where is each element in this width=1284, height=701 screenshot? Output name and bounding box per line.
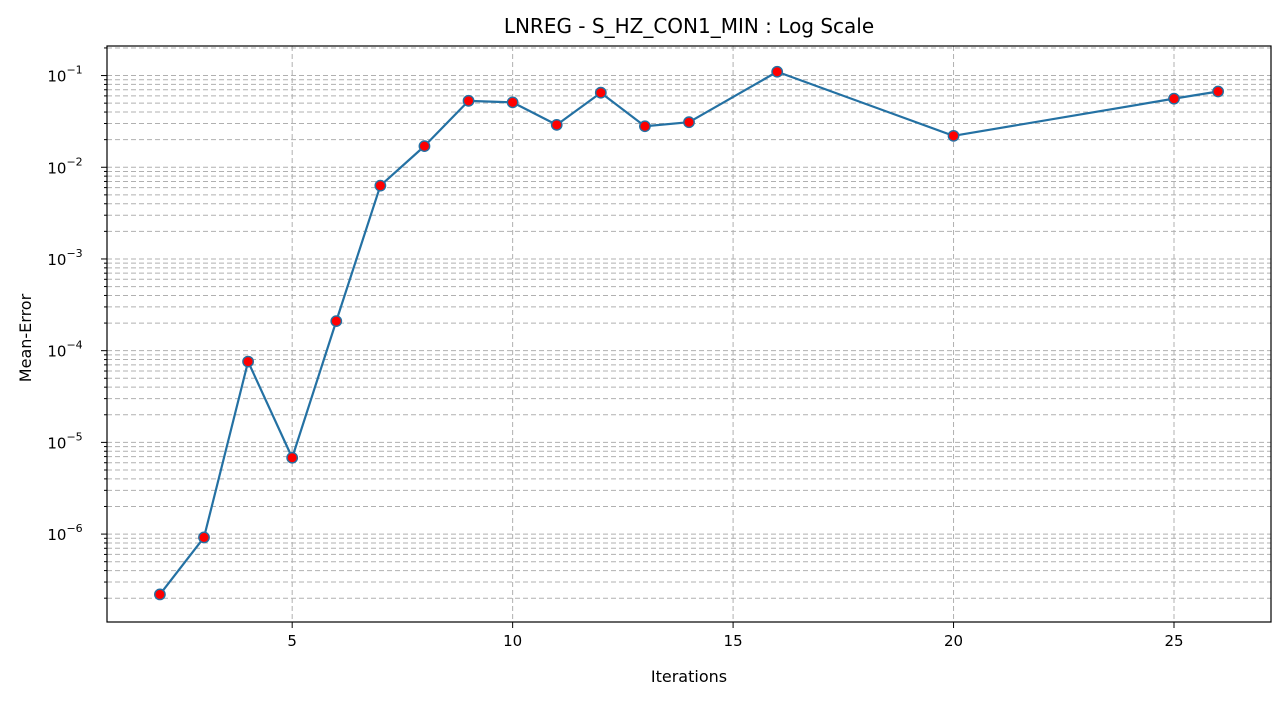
data-point-marker [639,120,651,133]
data-point-marker [550,118,563,131]
data-point-marker [1168,92,1180,105]
y-tick-label: 10−1 [47,64,82,86]
y-tick-label: 10−6 [47,522,82,544]
x-tick-label: 20 [944,632,963,650]
data-point-marker [771,65,784,78]
data-point-marker [462,94,475,107]
data-point-marker [683,116,695,129]
x-axis-label: Iterations [651,667,727,686]
y-axis-label: Mean-Error [16,293,35,382]
data-point-marker [242,355,254,368]
y-tick-label: 10−4 [47,339,82,361]
data-point-marker [418,140,431,153]
chart-title: LNREG - S_HZ_CON1_MIN : Log Scale [504,14,874,38]
axis-ticks: 5 10 15 20 25 10−6 10−5 10−4 10−3 10−2 10−1 [47,47,1184,650]
x-tick-label: 25 [1164,632,1183,650]
plot-frame [106,45,1272,623]
data-point-marker [594,86,607,99]
data-point-marker [1212,85,1224,98]
x-tick-label: 5 [287,632,297,650]
data-point-marker [374,179,387,192]
data-point-marker [330,315,343,328]
grid-lines [107,46,1271,622]
data-point-marker [286,451,299,464]
data-point-marker [198,531,210,544]
data-point-marker [506,96,519,109]
series-layer [154,65,1224,601]
data-point-marker [947,129,960,142]
x-tick-label: 15 [724,632,743,650]
y-tick-label: 10−5 [47,430,82,452]
y-tick-label: 10−2 [47,155,82,177]
data-point-marker [154,588,166,601]
y-tick-label: 10−3 [47,247,82,269]
x-tick-label: 10 [503,632,522,650]
